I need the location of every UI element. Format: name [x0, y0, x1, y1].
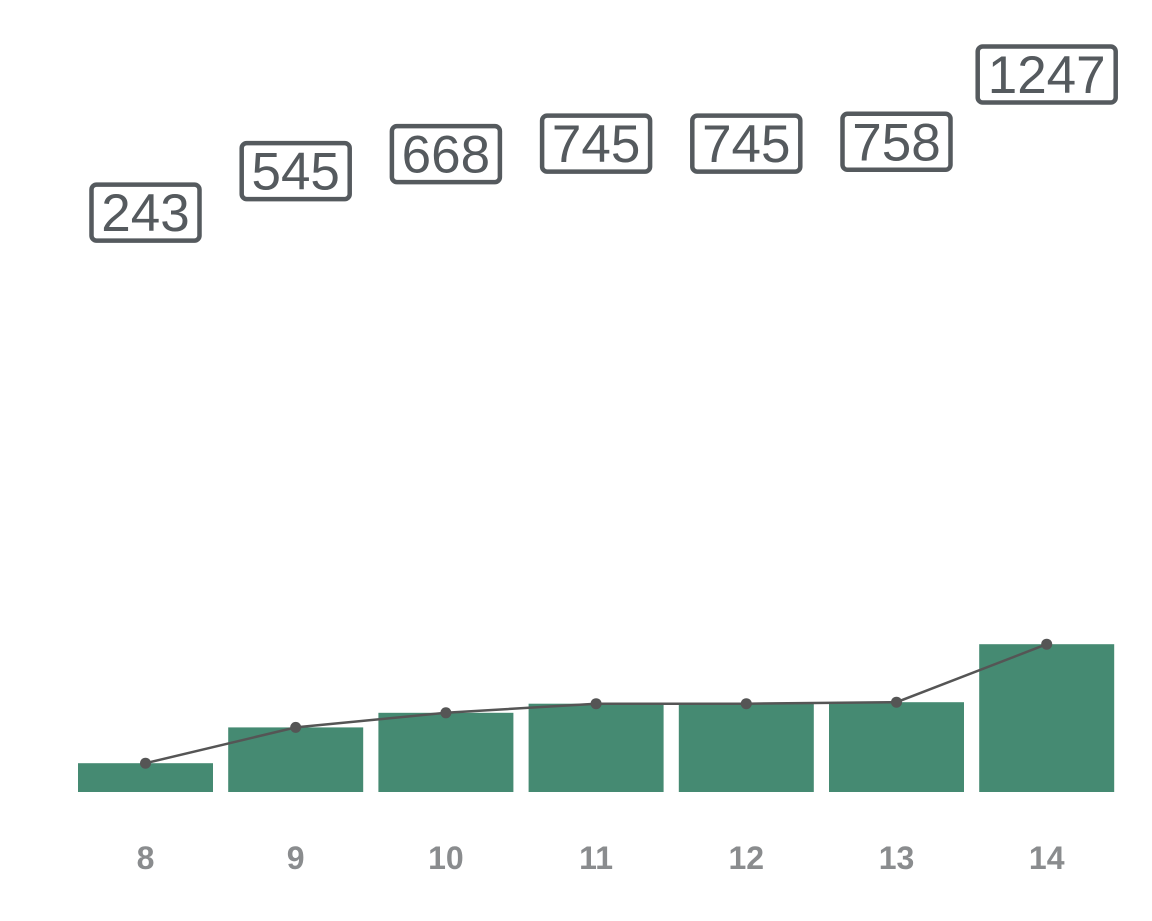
- data-label-text: 745: [702, 115, 790, 174]
- x-tick-label-9: 9: [287, 840, 305, 876]
- trend-point-14: [1041, 638, 1053, 650]
- x-tick-label-8: 8: [137, 840, 155, 876]
- data-label-box: [239, 140, 352, 202]
- data-label-box: [389, 123, 503, 185]
- data-label-box: [539, 113, 653, 174]
- data-label-box: [89, 182, 202, 243]
- data-label-8: 243: [89, 182, 202, 243]
- bar-10: [378, 712, 514, 792]
- trend-point-8: [140, 757, 151, 769]
- data-label-11: 745: [539, 113, 653, 174]
- bar-12: [678, 703, 814, 792]
- data-label-13: 758: [840, 111, 953, 173]
- data-label-text: 668: [402, 126, 490, 185]
- bar-13: [829, 702, 964, 792]
- x-tick-label-13: 13: [879, 840, 915, 876]
- trend-point-13: [891, 696, 902, 708]
- x-tick-label-11: 11: [579, 840, 613, 876]
- data-labels-group: 243 545 668 745 745 758 1247: [89, 44, 1118, 243]
- bar-9: [228, 727, 364, 792]
- data-label-box: [840, 111, 953, 173]
- trend-point-10: [440, 707, 452, 719]
- data-label-text: 243: [101, 184, 189, 243]
- data-label-box: [690, 113, 803, 174]
- trend-point-11: [590, 698, 602, 710]
- x-axis-ticks: 8 9 10 11 12 13 14: [137, 840, 1065, 876]
- bars-group: [78, 644, 1115, 792]
- x-tick-label-14: 14: [1029, 840, 1065, 876]
- trend-point-12: [740, 698, 752, 710]
- data-label-9: 545: [239, 140, 352, 202]
- data-label-14: 1247: [975, 44, 1118, 105]
- x-tick-label-10: 10: [428, 840, 464, 876]
- data-label-text: 758: [852, 113, 940, 172]
- data-label-box: [975, 44, 1118, 105]
- data-label-10: 668: [389, 123, 503, 185]
- data-label-12: 745: [690, 113, 803, 174]
- data-label-text: 1247: [988, 46, 1106, 105]
- bar-14: [979, 644, 1115, 792]
- data-label-text: 745: [552, 115, 640, 174]
- data-label-text: 545: [251, 143, 339, 202]
- trend-point-9: [290, 721, 302, 733]
- trend-line-group: [140, 638, 1053, 769]
- x-tick-label-12: 12: [729, 840, 765, 876]
- bar-11: [528, 703, 664, 792]
